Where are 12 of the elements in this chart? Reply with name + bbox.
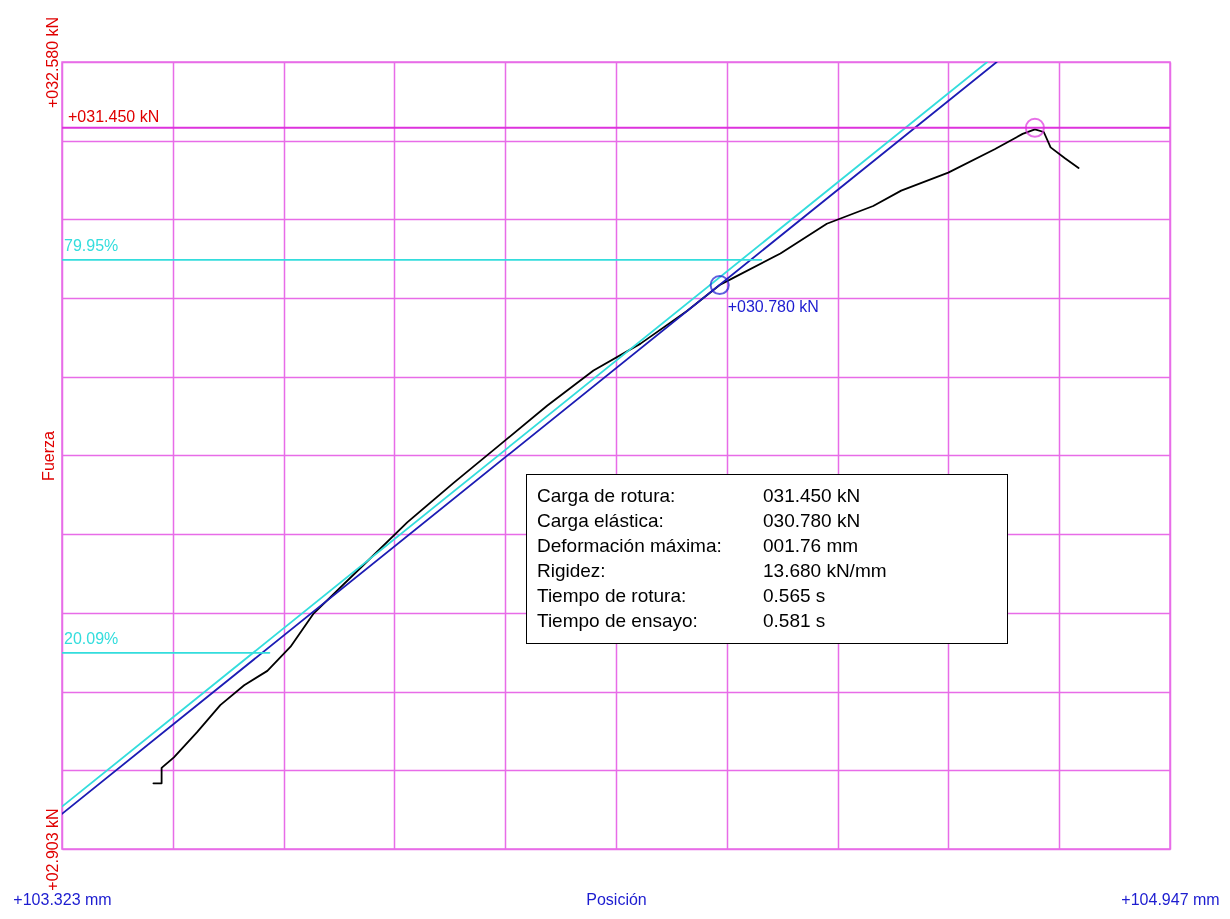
x-tick-label: +104.947 mm: [1121, 890, 1220, 908]
series-label: 20.09%: [64, 629, 119, 647]
ref-line-label: +031.450 kN: [68, 107, 160, 125]
y-tick-label: +032.580 kN: [43, 16, 61, 109]
y-tick-label: +02.903 kN: [43, 808, 61, 891]
x-tick-label: +103.323 mm: [13, 890, 112, 908]
y-axis-title: Fuerza: [39, 431, 57, 481]
annotation: +030.780 kN: [727, 298, 819, 316]
series-label: 79.95%: [64, 236, 119, 254]
info-box: Carga de rotura: 031.450 kN Carga elástica: 030.780 kN Deformación máxima: 001.76 mm Rigidez: 13.680 kN/mm Tiempo de rotura: 0.565 s Tiempo de ensayo: 0.581 s: [526, 474, 1008, 644]
line-series: [152, 128, 1080, 785]
x-axis-title: Posición: [586, 890, 647, 908]
